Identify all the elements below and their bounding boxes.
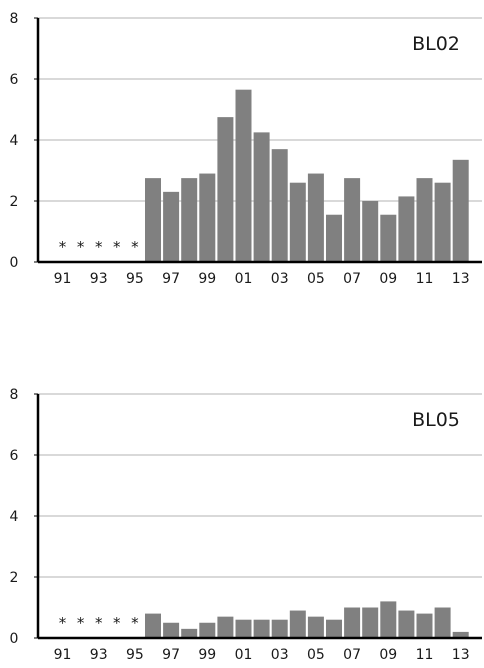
x-tick-label: 99 — [198, 647, 216, 663]
bar-05 — [307, 616, 324, 638]
chart-panel-bl05: 0 2 4 6 8 * * * * * 91 93 95 97 99 01 03 05 07 09 11 13 BL05 — [10, 387, 482, 663]
bar-97 — [163, 191, 180, 262]
x-tick-label: 03 — [271, 271, 289, 287]
bar-98 — [181, 628, 198, 638]
missing-data-marker: * — [77, 238, 85, 256]
missing-data-marker: * — [131, 238, 139, 256]
missing-data-marker: * — [113, 614, 121, 632]
chart-panel-bl02: 0 2 4 6 8 * * * * * 91 93 95 97 99 01 03 05 07 09 11 13 BL02 — [10, 11, 482, 287]
y-tick-label: 4 — [10, 133, 19, 149]
missing-data-marker: * — [77, 614, 85, 632]
x-tick-label: 99 — [198, 271, 216, 287]
x-tick-label: 07 — [343, 647, 361, 663]
bar-09 — [380, 214, 397, 262]
bar-09 — [380, 601, 397, 638]
bar-00 — [217, 117, 234, 262]
y-tick-label: 0 — [10, 631, 19, 647]
bar-99 — [199, 622, 216, 638]
x-tick-label: 91 — [54, 647, 72, 663]
chart-title: BL02 — [412, 33, 460, 55]
bar-00 — [217, 616, 234, 638]
bar-05 — [307, 173, 324, 262]
bar-13 — [452, 631, 469, 638]
bar-07 — [344, 178, 361, 262]
y-tick-label: 8 — [10, 387, 19, 403]
missing-data-marker: * — [131, 614, 139, 632]
x-tick-label: 07 — [343, 271, 361, 287]
bar-98 — [181, 178, 198, 262]
y-tick-label: 0 — [10, 255, 19, 271]
bar-08 — [362, 607, 379, 638]
chart-title: BL05 — [412, 409, 460, 431]
bar-11 — [416, 613, 433, 638]
bar-06 — [326, 619, 342, 638]
bar-04 — [289, 182, 306, 262]
bar-04 — [289, 610, 306, 638]
x-tick-label: 01 — [235, 647, 253, 663]
x-tick-label: 95 — [126, 271, 144, 287]
x-tick-label: 03 — [271, 647, 289, 663]
bar-97 — [163, 622, 180, 638]
bar-96 — [145, 613, 161, 638]
y-tick-label: 6 — [10, 448, 19, 464]
x-tick-label: 95 — [126, 647, 144, 663]
bar-08 — [362, 201, 379, 262]
x-tick-label: 97 — [162, 647, 180, 663]
missing-data-marker: * — [59, 238, 67, 256]
bar-96 — [145, 178, 161, 262]
x-tick-label: 05 — [307, 647, 325, 663]
bar-10 — [398, 610, 415, 638]
x-tick-label: 09 — [379, 647, 397, 663]
y-tick-label: 2 — [10, 194, 19, 210]
missing-data-marker: * — [95, 614, 103, 632]
x-tick-label: 13 — [452, 647, 470, 663]
bar-12 — [434, 182, 451, 262]
x-tick-label: 09 — [379, 271, 397, 287]
bar-13 — [452, 159, 469, 262]
bar-03 — [271, 149, 288, 262]
bar-02 — [253, 619, 270, 638]
missing-data-marker: * — [59, 614, 67, 632]
bar-06 — [326, 214, 342, 262]
x-tick-label: 93 — [90, 647, 108, 663]
y-tick-label: 6 — [10, 72, 19, 88]
x-tick-label: 11 — [416, 271, 434, 287]
bar-10 — [398, 196, 415, 262]
bar-03 — [271, 619, 288, 638]
bar-01 — [235, 619, 252, 638]
x-tick-label: 11 — [416, 647, 434, 663]
x-tick-label: 13 — [452, 271, 470, 287]
x-tick-label: 05 — [307, 271, 325, 287]
y-tick-label: 8 — [10, 11, 19, 27]
bar-12 — [434, 607, 451, 638]
x-tick-label: 97 — [162, 271, 180, 287]
bar-02 — [253, 132, 270, 262]
x-tick-label: 91 — [54, 271, 72, 287]
bar-11 — [416, 178, 433, 262]
bar-07 — [344, 607, 361, 638]
missing-data-marker: * — [95, 238, 103, 256]
y-tick-label: 4 — [10, 509, 19, 525]
bar-99 — [199, 173, 216, 262]
x-tick-label: 01 — [235, 271, 253, 287]
y-tick-label: 2 — [10, 570, 19, 586]
missing-data-marker: * — [113, 238, 121, 256]
bar-01 — [235, 89, 252, 262]
x-tick-label: 93 — [90, 271, 108, 287]
